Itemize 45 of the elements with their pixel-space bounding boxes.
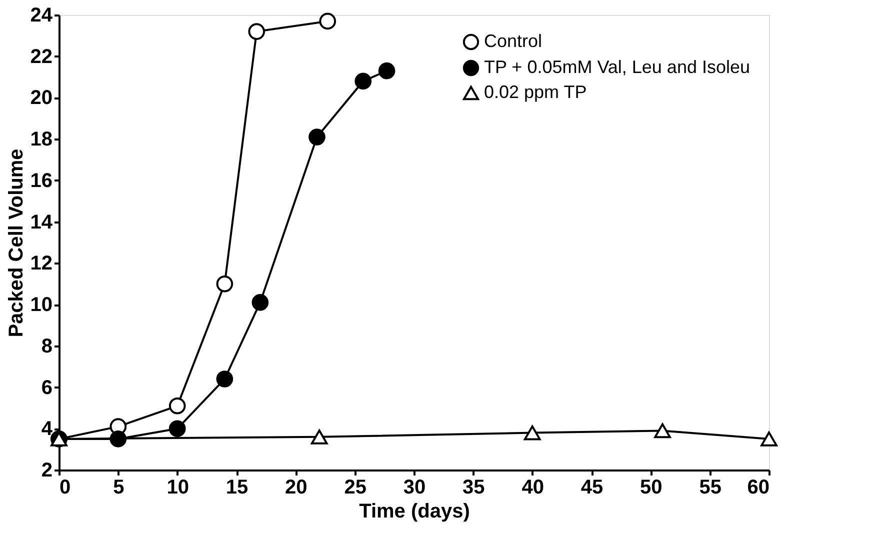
point	[168, 397, 186, 414]
point	[216, 370, 234, 388]
y-tick-label: 22	[30, 46, 52, 68]
point	[308, 128, 326, 146]
x-tick-label: 0	[60, 476, 71, 498]
y-tick-label: 2	[41, 460, 52, 482]
x-tick-label: 35	[462, 476, 485, 498]
y-tick-label: 14	[30, 211, 54, 234]
legend-label: 0.02 ppm TP	[484, 82, 587, 102]
y-tick-label: 8	[41, 335, 52, 358]
y-tick-label: 4	[41, 418, 54, 440]
y-tick-label: 18	[30, 128, 52, 151]
y-tick-label: 12	[30, 252, 52, 275]
y-tick-label: 10	[30, 294, 52, 316]
y-tick-label: 20	[30, 87, 52, 110]
x-tick-label: 60	[747, 476, 770, 498]
x-tick-label: 55	[699, 476, 722, 498]
x-tick-label: 30	[403, 476, 426, 498]
point	[760, 432, 778, 446]
point	[319, 12, 336, 30]
y-tick-label: 24	[30, 4, 54, 26]
legend-label: Control	[484, 31, 542, 51]
y-axis-title: Packed Cell Volume	[5, 148, 28, 338]
point	[248, 23, 266, 40]
x-tick-label: 40	[522, 476, 544, 498]
point	[110, 430, 127, 448]
point	[354, 72, 372, 90]
x-axis-title: Time (days)	[359, 500, 470, 522]
point	[654, 423, 671, 438]
point	[168, 420, 186, 438]
point	[378, 62, 396, 80]
x-tick-label: 50	[640, 476, 662, 498]
x-tick-label: 25	[344, 476, 366, 498]
legend-label: TP + 0.05mM Val, Leu and Isoleu	[484, 57, 750, 77]
x-tick-label: 5	[113, 476, 124, 498]
x-tick-label: 10	[166, 476, 189, 498]
x-tick-label: 45	[580, 476, 604, 498]
point	[216, 275, 234, 292]
point	[524, 425, 541, 440]
point	[252, 294, 269, 311]
y-tick-label: 6	[41, 376, 52, 399]
x-tick-label: 15	[226, 476, 248, 498]
point	[310, 429, 328, 444]
y-tick-label: 16	[30, 170, 52, 192]
x-tick-label: 20	[285, 476, 308, 498]
